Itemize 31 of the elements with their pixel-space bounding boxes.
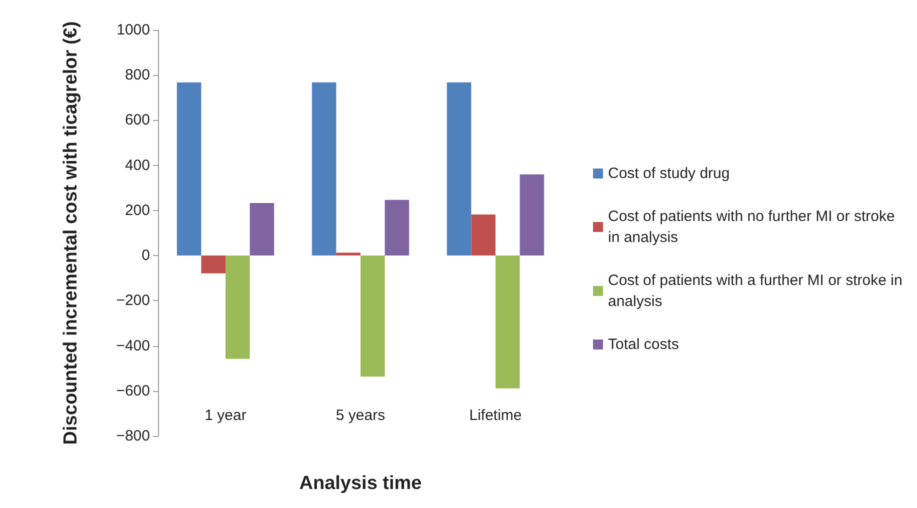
y-tick-label: 800 (124, 66, 150, 84)
y-tick-label: 600 (124, 112, 150, 129)
bar (250, 203, 274, 256)
legend-label: Total costs (608, 336, 679, 353)
legend-label: Cost of patients with a further MI or stroke in analysis (608, 272, 906, 310)
bar (176, 82, 202, 256)
x-axis-title: Analysis time (299, 473, 422, 494)
y-tick-label: −600 (116, 382, 150, 400)
bar (384, 200, 410, 256)
bar (336, 252, 360, 256)
y-axis-title: Discounted incremental cost with ticagrelor (€) (60, 21, 82, 445)
bar (226, 256, 250, 359)
y-tick-label: 200 (124, 202, 150, 219)
x-tick-label: Lifetime (469, 407, 522, 424)
bar (312, 82, 336, 256)
y-tick-label: 0 (142, 247, 150, 264)
y-tick-label: −200 (116, 292, 150, 310)
bar (471, 214, 496, 256)
x-tick-label: 1 year (204, 407, 246, 424)
bar (360, 256, 385, 377)
y-tick-label: −400 (116, 337, 150, 354)
bar (446, 82, 472, 256)
y-tick-label: 1000 (116, 22, 150, 38)
legend-label: Cost of patients with no further MI or stroke in analysis (608, 208, 899, 246)
x-tick-label: 5 years (336, 407, 386, 424)
bar (520, 174, 544, 256)
bar (496, 256, 520, 388)
y-tick-label: −800 (116, 428, 150, 444)
legend-label: Cost of study drug (608, 165, 730, 182)
bar (201, 256, 226, 274)
y-tick-label: 400 (124, 156, 150, 174)
